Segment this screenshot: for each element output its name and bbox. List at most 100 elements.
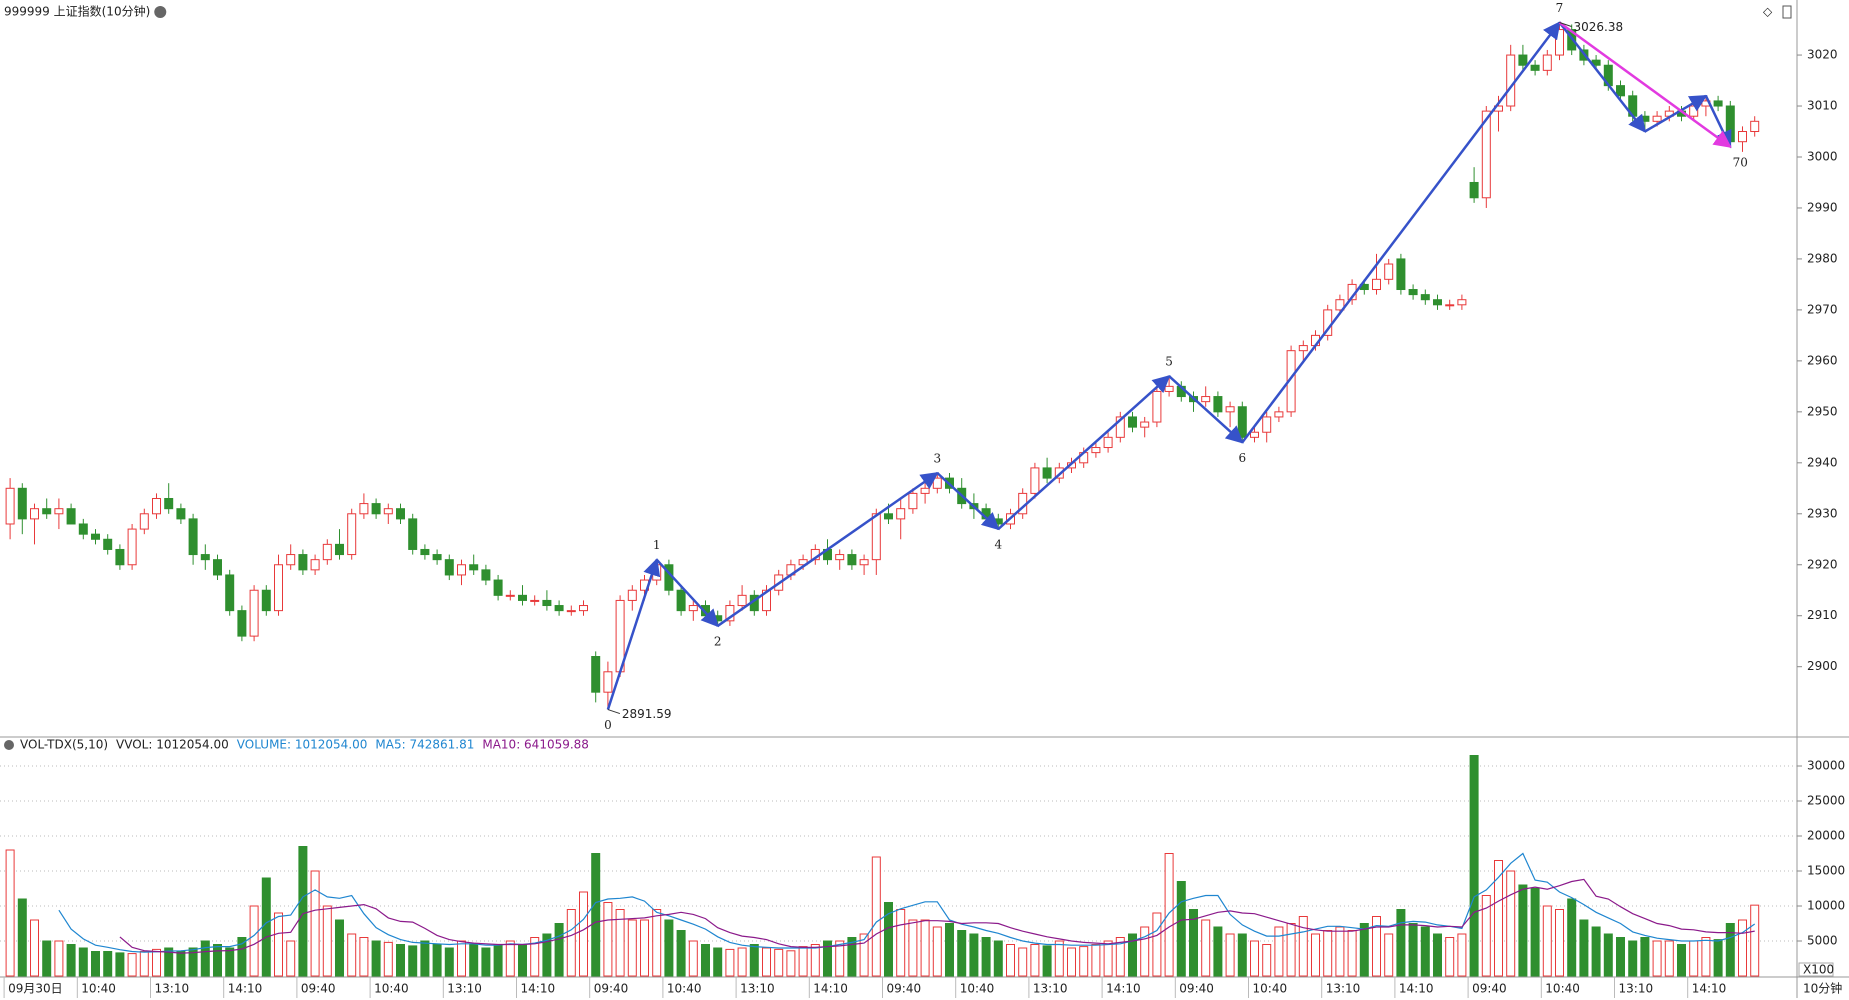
wave-label: 6	[1238, 451, 1246, 465]
candle-body	[1542, 54, 1552, 71]
candle-body	[1030, 467, 1040, 494]
volume-bar	[579, 891, 588, 977]
volume-bar	[1152, 912, 1162, 977]
candle-body	[1396, 258, 1406, 291]
y-tick-label: 15000	[1807, 864, 1845, 878]
zigzag-segment	[716, 471, 939, 627]
volume-bar	[1115, 937, 1125, 977]
wave-label: 4	[994, 538, 1002, 552]
candle-body	[1091, 447, 1101, 454]
volume-bar	[1652, 940, 1662, 977]
volume-bar	[884, 902, 893, 977]
candle-body	[518, 594, 527, 601]
ma-line	[119, 878, 1755, 954]
y-tick-label: 20000	[1807, 829, 1845, 843]
volume-bar	[1542, 905, 1552, 977]
candle-body	[1457, 299, 1467, 306]
candle-body	[164, 497, 174, 510]
candle-body	[225, 574, 235, 612]
candle-body	[408, 518, 418, 550]
volume-bar	[676, 930, 686, 977]
y-tick-label: 2970	[1807, 302, 1838, 316]
candle-body	[920, 487, 930, 494]
candle-body	[188, 518, 198, 556]
candle-body	[127, 528, 137, 566]
menu-icon[interactable]	[154, 6, 167, 18]
volume-bar	[530, 937, 540, 977]
candle-body	[579, 605, 588, 612]
candle-body	[213, 559, 222, 576]
volume-bar	[1201, 919, 1211, 977]
volume-bar	[920, 919, 930, 977]
y-tick-label: 2950	[1807, 404, 1838, 418]
candle-body	[1445, 304, 1455, 307]
menu-icon[interactable]	[4, 740, 14, 750]
volume-bar	[54, 940, 64, 977]
volume-bar	[432, 944, 442, 977]
volume-bar	[1457, 933, 1467, 977]
candle-body	[1518, 54, 1528, 66]
volume-bar	[652, 909, 662, 977]
x-tick-label: 09月30日	[8, 982, 63, 996]
candle-body	[1237, 406, 1247, 438]
volume-bar	[1164, 853, 1174, 977]
volume-bar	[1469, 755, 1479, 977]
wave-label: 7	[1556, 1, 1564, 15]
candle-body	[17, 487, 27, 520]
candle-body	[566, 610, 576, 613]
candle-body	[554, 605, 564, 612]
volume-bar	[1359, 923, 1369, 977]
candle-body	[908, 492, 918, 510]
candle-body	[469, 564, 479, 571]
candle-body	[152, 497, 161, 515]
volume-bar	[1262, 944, 1272, 977]
volume-bar	[225, 947, 235, 977]
volume-bar	[1372, 916, 1381, 977]
candle-body	[444, 559, 454, 576]
zigzag-segment	[1241, 21, 1561, 444]
volume-bar	[993, 940, 1003, 977]
volume-bar	[1347, 930, 1357, 977]
candle-body	[1274, 411, 1284, 418]
volume-bar	[1079, 946, 1089, 977]
volume-bar	[896, 909, 906, 977]
x-tick-label: 13:10	[1326, 982, 1361, 996]
volume-bar	[1408, 923, 1418, 977]
candle-body	[530, 599, 540, 602]
x-tick-label: 09:40	[887, 982, 922, 996]
panel-icon[interactable]	[1782, 5, 1792, 19]
x-tick-label: 09:40	[1179, 982, 1214, 996]
diamond-icon[interactable]: ◇	[1763, 5, 1773, 19]
x-tick-label: 09:40	[301, 982, 336, 996]
wave-label: 70	[1733, 155, 1748, 169]
volume-bar	[188, 947, 198, 977]
candle-body	[420, 548, 430, 556]
candle-body	[1652, 115, 1662, 122]
x-tick-label: 13:10	[155, 982, 190, 996]
volume-bar	[1067, 947, 1076, 977]
volume-bar	[115, 952, 125, 977]
volume-bar	[640, 919, 649, 977]
volume-bar	[1640, 937, 1650, 977]
x-tick-label: 09:40	[1472, 982, 1507, 996]
zigzag-segment	[1644, 94, 1708, 133]
candle-body	[993, 518, 1003, 525]
volume-bar	[774, 948, 784, 977]
volume-bar	[835, 940, 845, 977]
volume-bar	[1054, 940, 1064, 977]
candle-body	[896, 508, 906, 520]
volume-bar	[78, 947, 88, 977]
candle-body	[1250, 431, 1259, 438]
candle-body	[139, 513, 149, 530]
price-pointer	[607, 709, 621, 715]
candle-body	[1042, 467, 1052, 479]
y-tick-label: 30000	[1807, 759, 1845, 773]
volume-bar	[518, 944, 527, 977]
candle-body	[1262, 416, 1272, 433]
volume-bar	[493, 944, 503, 977]
volume-bar	[371, 940, 381, 977]
volume-bar	[1323, 930, 1333, 977]
candle-body	[359, 503, 369, 515]
candle-body	[713, 615, 723, 622]
candle-body	[1384, 263, 1394, 280]
